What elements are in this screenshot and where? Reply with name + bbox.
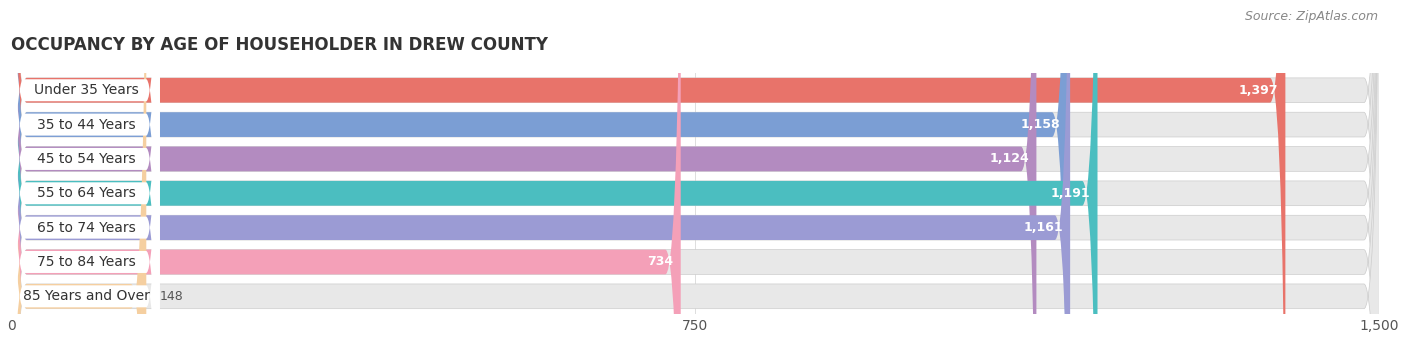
Text: 1,158: 1,158 [1021,118,1060,131]
Text: 1,124: 1,124 [990,152,1029,166]
FancyBboxPatch shape [10,0,160,340]
FancyBboxPatch shape [10,0,160,340]
Text: 1,161: 1,161 [1024,221,1063,234]
FancyBboxPatch shape [11,0,1067,340]
Text: 734: 734 [647,255,673,269]
Text: 75 to 84 Years: 75 to 84 Years [37,255,136,269]
Text: 35 to 44 Years: 35 to 44 Years [37,118,136,132]
FancyBboxPatch shape [10,0,160,340]
FancyBboxPatch shape [11,0,1379,340]
Text: Source: ZipAtlas.com: Source: ZipAtlas.com [1244,10,1378,23]
Text: 148: 148 [160,290,184,303]
Text: 45 to 54 Years: 45 to 54 Years [37,152,136,166]
Text: 55 to 64 Years: 55 to 64 Years [37,186,136,200]
Text: 1,397: 1,397 [1239,84,1278,97]
FancyBboxPatch shape [11,0,146,340]
FancyBboxPatch shape [10,0,160,340]
FancyBboxPatch shape [11,0,1379,340]
FancyBboxPatch shape [11,0,1098,340]
Text: OCCUPANCY BY AGE OF HOUSEHOLDER IN DREW COUNTY: OCCUPANCY BY AGE OF HOUSEHOLDER IN DREW … [11,36,548,54]
FancyBboxPatch shape [11,0,1070,340]
FancyBboxPatch shape [11,0,1379,340]
Text: 65 to 74 Years: 65 to 74 Years [37,221,136,235]
FancyBboxPatch shape [11,0,1379,340]
FancyBboxPatch shape [10,0,160,340]
Text: 85 Years and Over: 85 Years and Over [22,289,150,303]
FancyBboxPatch shape [10,0,160,340]
FancyBboxPatch shape [10,0,160,340]
Text: Under 35 Years: Under 35 Years [34,83,139,97]
FancyBboxPatch shape [11,0,1379,340]
FancyBboxPatch shape [11,0,1036,340]
FancyBboxPatch shape [11,0,1285,340]
FancyBboxPatch shape [11,0,1379,340]
FancyBboxPatch shape [11,0,681,340]
Text: 1,191: 1,191 [1050,187,1090,200]
FancyBboxPatch shape [11,0,1379,340]
